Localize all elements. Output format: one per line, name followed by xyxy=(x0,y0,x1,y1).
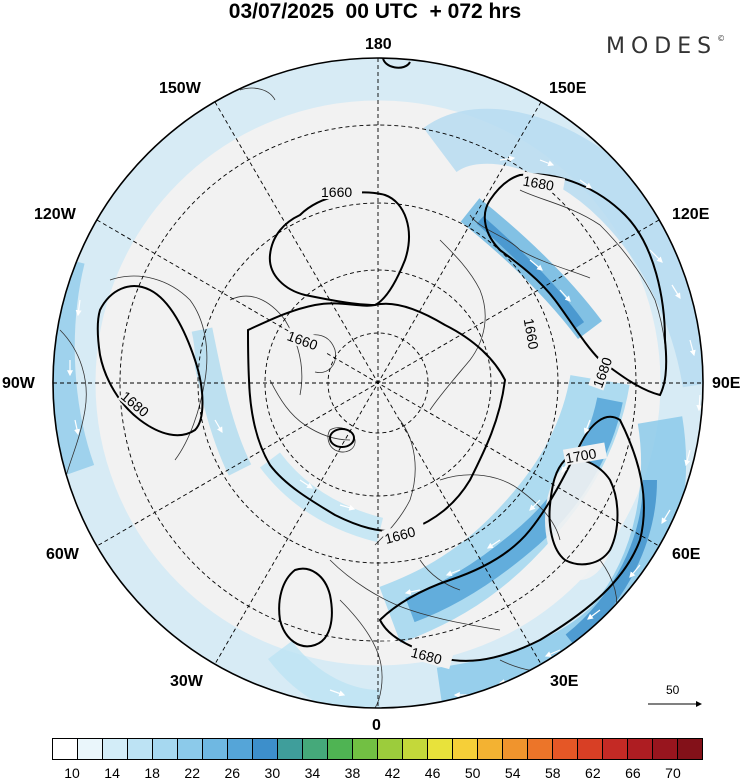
colorbar-swatch xyxy=(678,739,702,759)
longitude-label-30e: 30E xyxy=(550,673,579,690)
colorbar-tick-label: 38 xyxy=(344,765,361,781)
colorbar-tick-label: 14 xyxy=(104,765,120,781)
brand-logo: MODES© xyxy=(606,34,725,59)
colorbar-tick-label: 66 xyxy=(625,765,641,781)
colorbar-tick-label: 34 xyxy=(304,765,321,781)
colorbar-swatch xyxy=(628,739,653,759)
longitude-label-60w: 60W xyxy=(46,546,79,563)
colorbar-swatch xyxy=(478,739,503,759)
colorbar-swatch xyxy=(228,739,253,759)
longitude-label-90e: 90E xyxy=(712,375,741,392)
height-contours xyxy=(96,58,668,662)
colorbar-swatch xyxy=(503,739,528,759)
contour-label: 1680 xyxy=(409,644,443,668)
colorbar-tick-label: 62 xyxy=(585,765,601,781)
colorbar-swatch xyxy=(653,739,678,759)
graticule xyxy=(53,58,703,708)
colorbar-tick-label: 22 xyxy=(184,765,200,781)
colorbar xyxy=(52,738,703,760)
longitude-label-60e: 60E xyxy=(672,546,701,563)
longitude-label-0: 0 xyxy=(372,717,381,734)
longitude-label-120w: 120W xyxy=(34,206,76,223)
colorbar-swatch xyxy=(553,739,578,759)
contour-label: 1660 xyxy=(521,317,542,351)
colorbar-tick-label: 26 xyxy=(224,765,241,781)
colorbar-swatch xyxy=(578,739,603,759)
colorbar-tick-label: 46 xyxy=(424,765,441,781)
map-border xyxy=(52,57,704,709)
colorbar-swatch xyxy=(178,739,203,759)
longitude-label-30w: 30W xyxy=(170,673,203,690)
contour-label: 1660 xyxy=(321,184,352,200)
longitude-label-150e: 150E xyxy=(549,80,587,97)
colorbar-swatch xyxy=(103,739,128,759)
contour-label: 1700 xyxy=(564,445,598,466)
colorbar-swatch xyxy=(53,739,78,759)
wind-vectors xyxy=(67,155,703,698)
longitude-label-150w: 150W xyxy=(159,80,201,97)
colorbar-tick-label: 54 xyxy=(504,765,521,781)
colorbar-swatch xyxy=(153,739,178,759)
colorbar-swatch xyxy=(378,739,403,759)
colorbar-tick-label: 70 xyxy=(665,765,681,781)
brand-name: MODES xyxy=(606,34,718,59)
colorbar-swatch xyxy=(528,739,553,759)
reference-vector-label: 50 xyxy=(666,683,680,697)
longitude-label-90w: 90W xyxy=(2,375,35,392)
colorbar-tick-label: 10 xyxy=(64,765,80,781)
colorbar-tick-label: 42 xyxy=(384,765,401,781)
colorbar-swatch xyxy=(603,739,628,759)
contour-label-group: 1660 1680 1660 1660 1680 1680 1700 1660 … xyxy=(117,171,618,670)
colorbar-swatch xyxy=(253,739,278,759)
colorbar-swatch xyxy=(203,739,228,759)
colorbar-swatch xyxy=(453,739,478,759)
colorbar-swatch xyxy=(278,739,303,759)
map-title: 03/07/2025 00 UTC + 072 hrs xyxy=(228,0,522,23)
colorbar-swatch xyxy=(403,739,428,759)
copyright-mark: © xyxy=(717,34,726,43)
contour-label: 1660 xyxy=(383,523,417,547)
longitude-label-180: 180 xyxy=(365,36,392,53)
colorbar-swatch xyxy=(78,739,103,759)
colorbar-swatch xyxy=(128,739,153,759)
colorbar-tick-label: 50 xyxy=(464,765,481,781)
colorbar-swatch xyxy=(428,739,453,759)
colorbar-tick-label: 58 xyxy=(544,765,561,781)
colorbar-swatch xyxy=(353,739,378,759)
colorbar-swatch xyxy=(303,739,328,759)
colorbar-tick-label: 18 xyxy=(144,765,160,781)
contour-label: 1680 xyxy=(522,173,556,194)
colorbar-swatch xyxy=(328,739,353,759)
colorbar-tick-label: 30 xyxy=(264,765,281,781)
longitude-label-120e: 120E xyxy=(672,206,710,223)
